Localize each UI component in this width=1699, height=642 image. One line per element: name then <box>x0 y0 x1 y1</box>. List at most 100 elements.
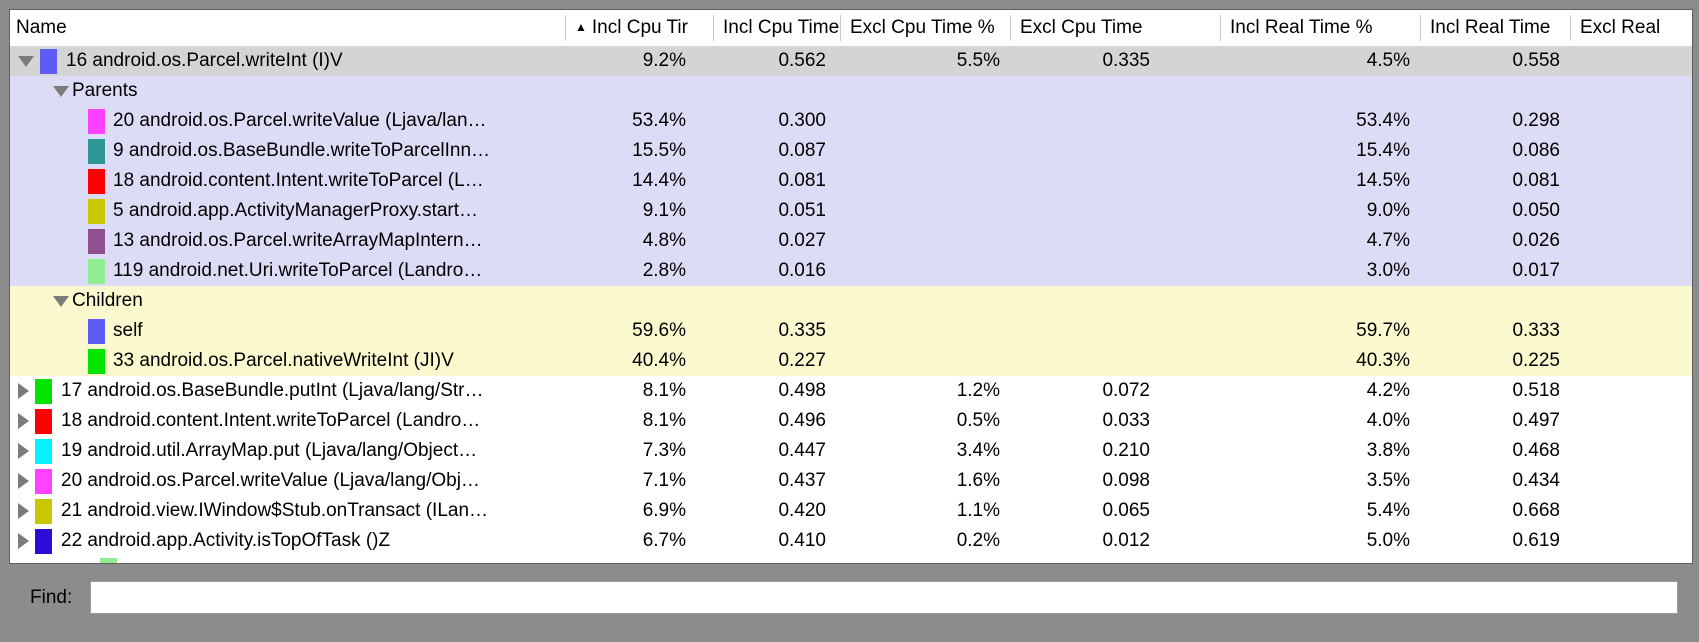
table-row[interactable]: 22 android.app.Activity.isTopOfTask ()Z 6… <box>10 526 1692 556</box>
cell-incl-real-pct: 3.0% <box>1366 260 1410 281</box>
name-cell: 119 android.net.Uri.writeToParcel (Landr… <box>10 256 565 286</box>
cell-excl-cpu-pct: 5.5% <box>956 50 1000 71</box>
column-header-excl-cpu-pct[interactable]: Excl Cpu Time % <box>840 10 1010 46</box>
cell-incl-real-pct: 4.2% <box>1366 380 1410 401</box>
column-header-incl-real-pct[interactable]: Incl Real Time % <box>1220 10 1420 46</box>
disclosure-expanded-icon[interactable] <box>53 85 69 97</box>
cell-excl-cpu-time: 0.072 <box>1102 380 1150 401</box>
table-header-row: Name ▲ Incl Cpu Tir Incl Cpu Time Excl Cpu T… <box>10 10 1692 46</box>
table-row[interactable]: 18 android.content.Intent.writeToParcel … <box>10 166 1692 196</box>
column-header-excl-cpu-time[interactable]: Excl Cpu Time <box>1010 10 1220 46</box>
table-row[interactable]: 5 android.app.ActivityManagerProxy.start… <box>10 196 1692 226</box>
table-row[interactable]: 9 android.os.BaseBundle.writeToParcelInn… <box>10 136 1692 166</box>
cell-incl-real-pct: 15.4% <box>1356 140 1410 161</box>
profile-table: Name ▲ Incl Cpu Tir Incl Cpu Time Excl Cpu T… <box>9 9 1693 564</box>
cell-incl-cpu-pct: 7.1% <box>642 470 686 491</box>
cell-incl-real-pct: 40.3% <box>1356 350 1410 371</box>
section-label: Children <box>72 290 143 311</box>
column-header-label: Incl Real Time % <box>1230 17 1373 38</box>
cell-incl-cpu-pct: 9.2% <box>642 50 686 71</box>
cell-incl-cpu-time: 0.496 <box>778 410 826 431</box>
cell-incl-cpu-time: 0.081 <box>778 170 826 191</box>
column-header-incl-cpu-time[interactable]: Incl Cpu Time <box>713 10 840 46</box>
disclosure-collapsed-icon[interactable] <box>18 443 29 459</box>
find-input[interactable] <box>90 581 1678 614</box>
method-color-swatch <box>35 438 52 464</box>
cell-excl-cpu-pct: 0.2% <box>956 530 1000 551</box>
table-row[interactable]: 20 android.os.Parcel.writeValue (Ljava/l… <box>10 466 1692 496</box>
method-color-swatch <box>88 348 105 374</box>
table-row[interactable]: 18 android.content.Intent.writeToParcel … <box>10 406 1692 436</box>
disclosure-collapsed-icon[interactable] <box>18 383 29 399</box>
name-cell: 18 android.content.Intent.writeToParcel … <box>10 166 565 196</box>
table-row[interactable]: 119 android.net.Uri.writeToParcel (Landr… <box>10 256 1692 286</box>
cell-incl-cpu-time: 0.027 <box>778 230 826 251</box>
disclosure-collapsed-icon[interactable] <box>18 473 29 489</box>
disclosure-expanded-icon[interactable] <box>53 295 69 307</box>
cell-incl-real-time: 0.026 <box>1512 230 1560 251</box>
table-row[interactable]: 33 android.os.Parcel.nativeWriteInt (JI)… <box>10 346 1692 376</box>
cell-incl-real-pct: 4.7% <box>1366 230 1410 251</box>
table-row[interactable]: 17 android.os.BaseBundle.putInt (Ljava/l… <box>10 376 1692 406</box>
column-header-name[interactable]: Name <box>10 10 565 46</box>
cell-incl-cpu-time: 0.437 <box>778 470 826 491</box>
name-cell: 33 android.os.Parcel.nativeWriteInt (JI)… <box>10 346 565 376</box>
cell-incl-cpu-time: 0.562 <box>778 50 826 71</box>
cell-incl-cpu-time: 0.300 <box>778 110 826 131</box>
method-name: 18 android.content.Intent.writeToParcel … <box>61 410 481 431</box>
name-cell: Children <box>10 286 565 316</box>
cell-excl-cpu-time: 0.098 <box>1102 470 1150 491</box>
method-name: 119 android.net.Uri.writeToParcel (Landr… <box>113 260 483 281</box>
method-color-swatch <box>88 168 105 194</box>
disclosure-collapsed-icon[interactable] <box>18 413 29 429</box>
cell-incl-cpu-pct: 7.3% <box>642 440 686 461</box>
disclosure-collapsed-icon[interactable] <box>18 533 29 549</box>
find-label: Find: <box>30 587 73 608</box>
cell-incl-real-time: 0.017 <box>1512 260 1560 281</box>
table-row[interactable]: 16 android.os.Parcel.writeInt (I)V 9.2% 0.… <box>10 46 1692 76</box>
column-header-label: Incl Cpu Time <box>723 17 840 38</box>
table-row[interactable]: 13 android.os.Parcel.writeArrayMapIntern… <box>10 226 1692 256</box>
method-name: 9 android.os.BaseBundle.writeToParcelInn… <box>113 140 491 161</box>
cell-excl-cpu-pct: 1.1% <box>956 500 1000 521</box>
column-header-incl-real-time[interactable]: Incl Real Time <box>1420 10 1570 46</box>
column-header-excl-real[interactable]: Excl Real <box>1570 10 1692 46</box>
cell-incl-cpu-time: 0.087 <box>778 140 826 161</box>
column-header-label: Excl Cpu Time % <box>850 17 995 38</box>
method-color-swatch <box>40 48 57 74</box>
table-row[interactable]: 20 android.os.Parcel.writeValue (Ljava/l… <box>10 106 1692 136</box>
table-body: 16 android.os.Parcel.writeInt (I)V 9.2% 0.… <box>10 46 1692 563</box>
disclosure-expanded-icon[interactable] <box>18 55 34 67</box>
cell-incl-real-time: 0.225 <box>1512 350 1560 371</box>
cell-incl-real-time: 0.434 <box>1512 470 1560 491</box>
cell-excl-cpu-time: 0.210 <box>1102 440 1150 461</box>
name-cell: 22 android.app.Activity.isTopOfTask ()Z <box>10 526 565 556</box>
cell-incl-cpu-pct: 8.1% <box>642 380 686 401</box>
section-row-parents[interactable]: Parents <box>10 76 1692 106</box>
section-row-children[interactable]: Children <box>10 286 1692 316</box>
column-header-label: Name <box>16 17 67 38</box>
table-row[interactable]: 19 android.util.ArrayMap.put (Ljava/lang… <box>10 436 1692 466</box>
method-color-swatch <box>88 108 105 134</box>
cell-incl-real-pct: 4.5% <box>1366 50 1410 71</box>
cell-incl-cpu-pct: 40.4% <box>632 350 686 371</box>
cell-incl-real-time: 0.668 <box>1512 500 1560 521</box>
cell-incl-cpu-time: 0.227 <box>778 350 826 371</box>
method-color-swatch <box>35 408 52 434</box>
method-color-swatch <box>35 378 52 404</box>
name-cell: 20 android.os.Parcel.writeValue (Ljava/l… <box>10 466 565 496</box>
cell-incl-cpu-pct: 59.6% <box>632 320 686 341</box>
table-row-partial[interactable] <box>10 556 1692 563</box>
cell-excl-cpu-pct: 0.5% <box>956 410 1000 431</box>
table-row[interactable]: self 59.6% 0.335 59.7% 0.333 <box>10 316 1692 346</box>
method-color-swatch <box>88 258 105 284</box>
cell-excl-cpu-time: 0.033 <box>1102 410 1150 431</box>
column-header-incl-cpu-pct[interactable]: ▲ Incl Cpu Tir <box>565 10 713 46</box>
cell-incl-real-time: 0.333 <box>1512 320 1560 341</box>
method-color-swatch <box>100 558 117 563</box>
table-row[interactable]: 21 android.view.IWindow$Stub.onTransact … <box>10 496 1692 526</box>
disclosure-collapsed-icon[interactable] <box>18 503 29 519</box>
cell-incl-real-time: 0.468 <box>1512 440 1560 461</box>
name-cell: 18 android.content.Intent.writeToParcel … <box>10 406 565 436</box>
column-header-label: Excl Cpu Time <box>1020 17 1143 38</box>
